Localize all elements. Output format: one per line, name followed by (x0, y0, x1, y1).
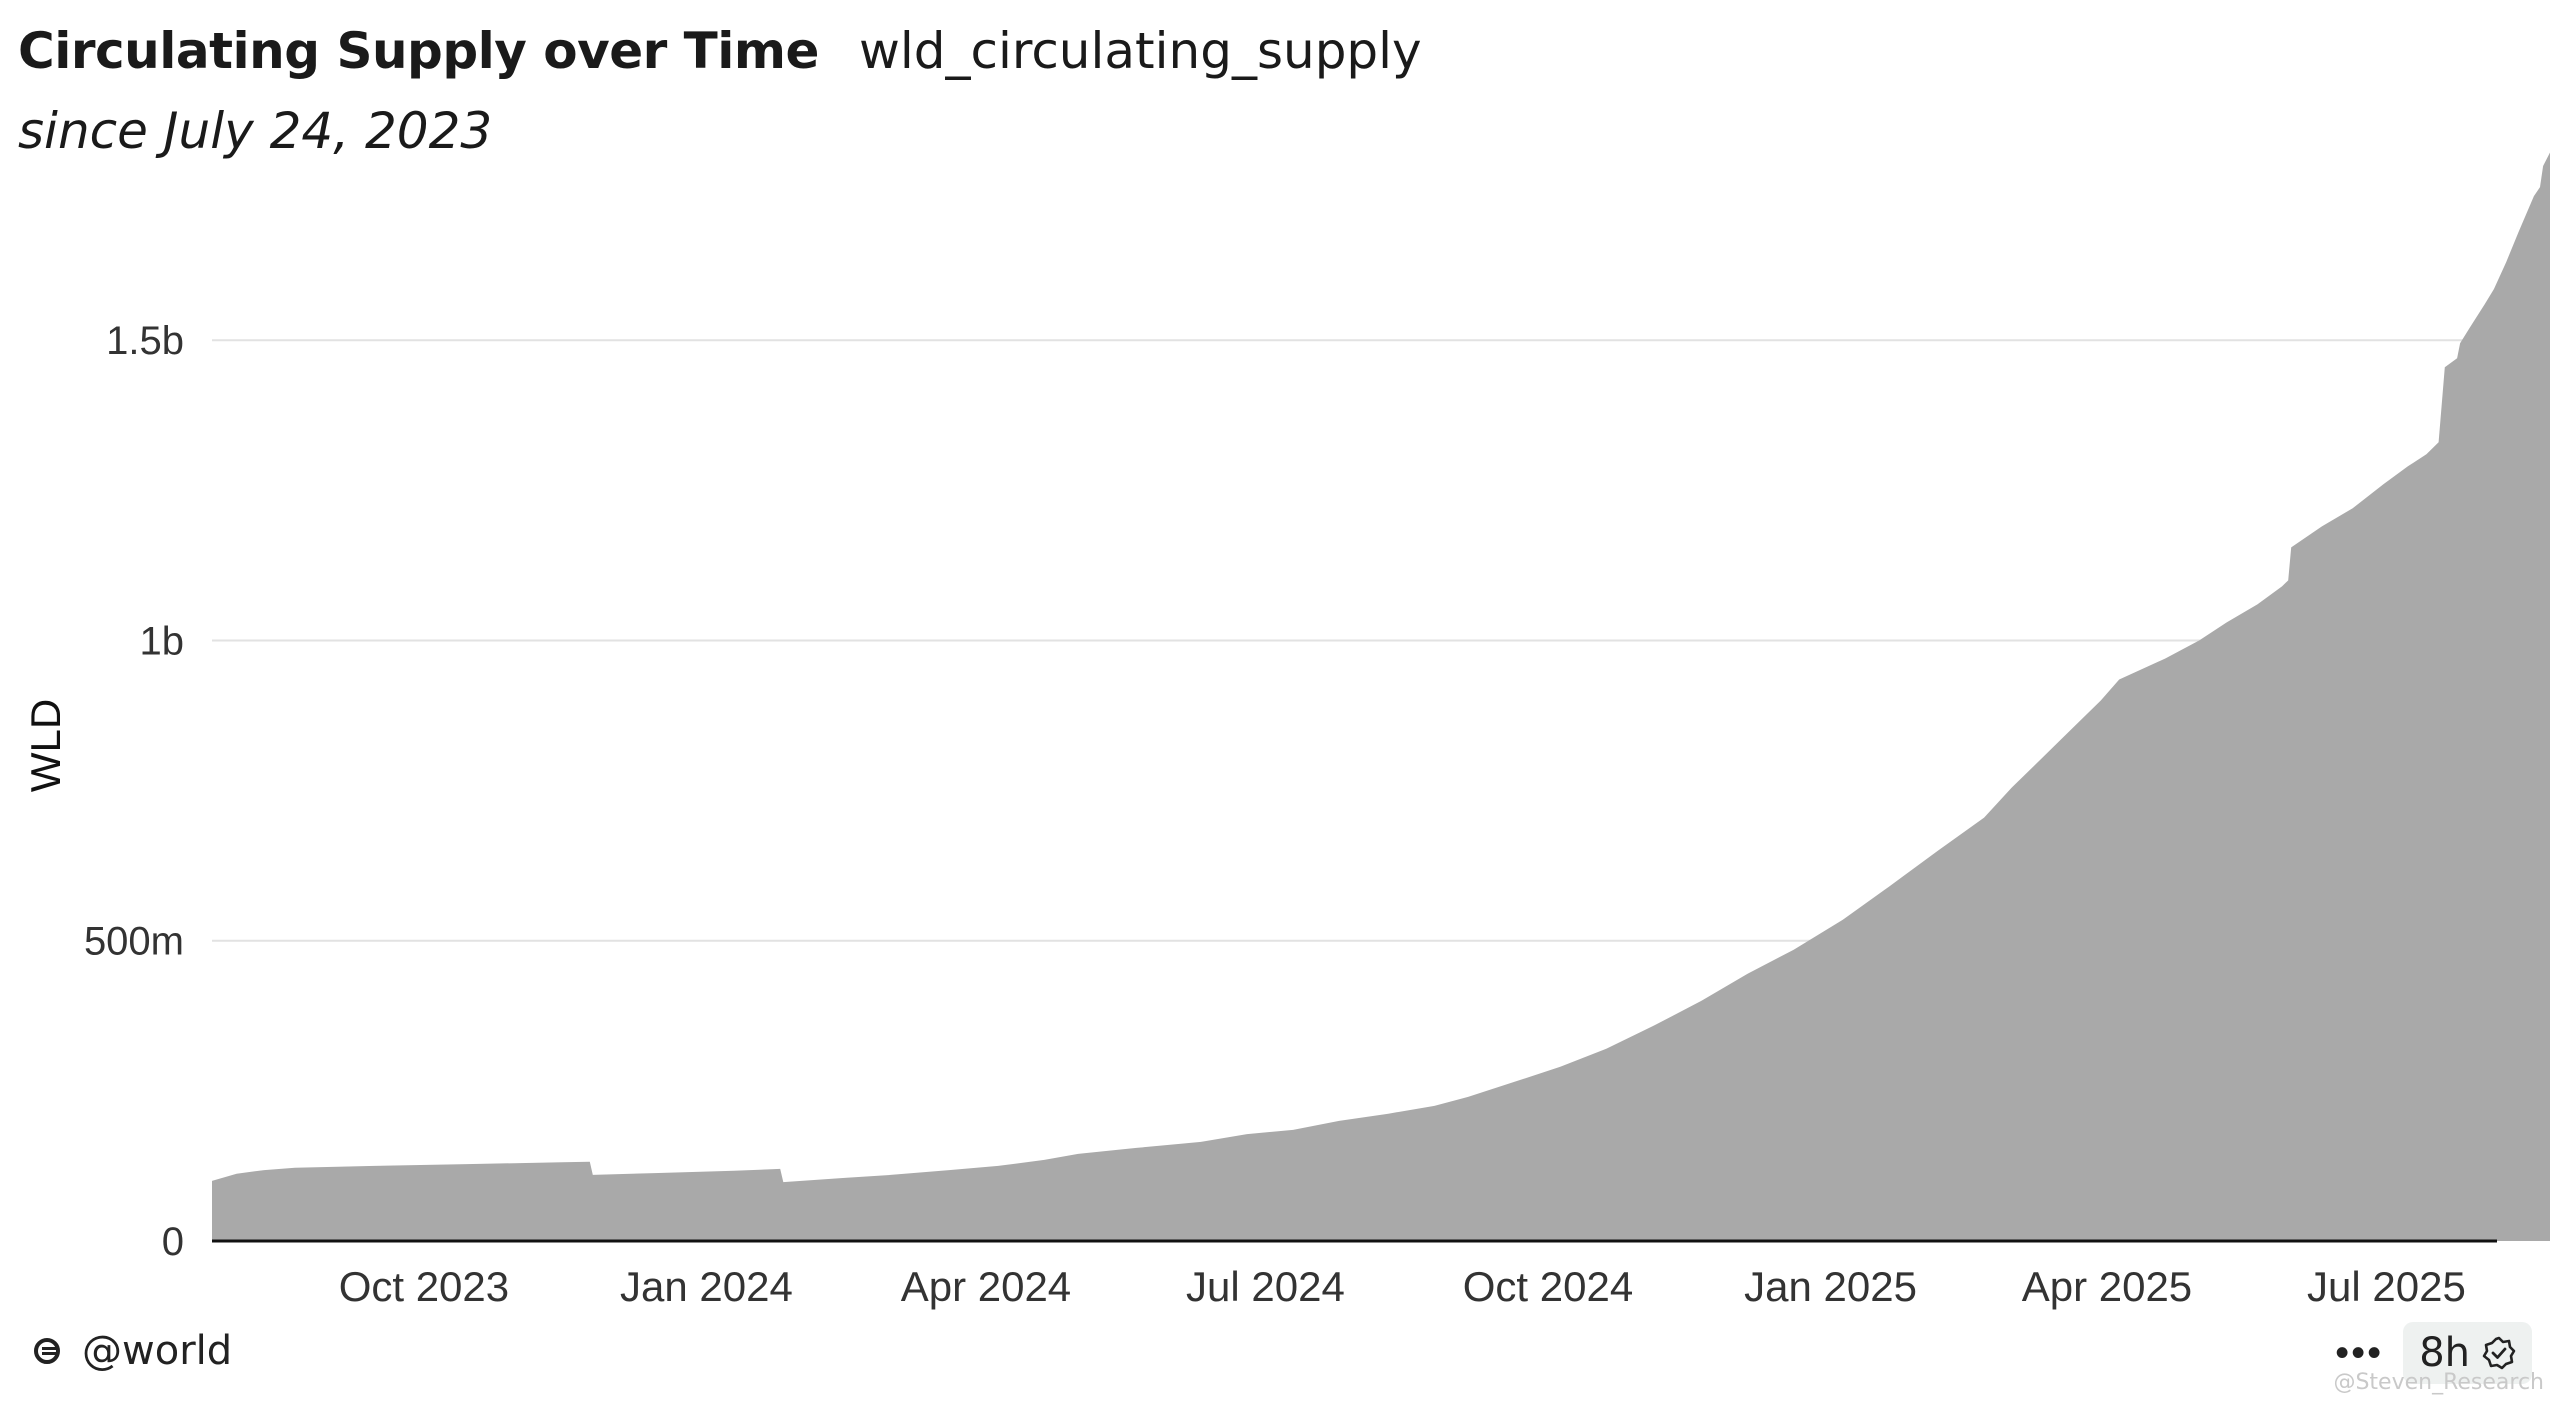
freshness-badge[interactable]: 8h (2403, 1322, 2532, 1384)
more-options-button[interactable]: ••• (2335, 1330, 2384, 1375)
series-area (212, 152, 2550, 1241)
x-tick-label: Oct 2024 (1463, 1263, 1633, 1310)
y-tick-label: 500m (84, 920, 184, 964)
x-tick-label: Jan 2024 (620, 1263, 793, 1310)
x-tick-label: Oct 2023 (339, 1263, 509, 1310)
x-tick-label: Jul 2024 (1186, 1263, 1345, 1310)
y-tick-label: 0 (162, 1220, 184, 1264)
x-tick-label: Jul 2025 (2307, 1263, 2466, 1310)
author-handle[interactable]: @world (82, 1328, 233, 1374)
author-link[interactable]: @world (34, 1328, 232, 1374)
chart-header: Circulating Supply over Time wld_circula… (18, 22, 1422, 160)
query-name[interactable]: wld_circulating_supply (858, 22, 1422, 80)
x-tick-label: Apr 2024 (901, 1263, 1071, 1310)
x-tick-label: Jan 2025 (1744, 1263, 1917, 1310)
watermark: @Steven_Research (2333, 1370, 2544, 1395)
freshness-text: 8h (2419, 1330, 2470, 1376)
chart-actions: ••• 8h (2335, 1322, 2532, 1384)
world-logo-icon (34, 1338, 60, 1364)
y-tick-label: 1.5b (106, 319, 184, 363)
chart-subtitle: since July 24, 2023 (18, 102, 493, 160)
y-axis-label: WLD (22, 699, 69, 792)
chart-title: Circulating Supply over Time (18, 22, 819, 80)
x-tick-label: Apr 2025 (2022, 1263, 2192, 1310)
verified-check-icon (2482, 1336, 2516, 1370)
y-tick-label: 1b (140, 619, 185, 663)
